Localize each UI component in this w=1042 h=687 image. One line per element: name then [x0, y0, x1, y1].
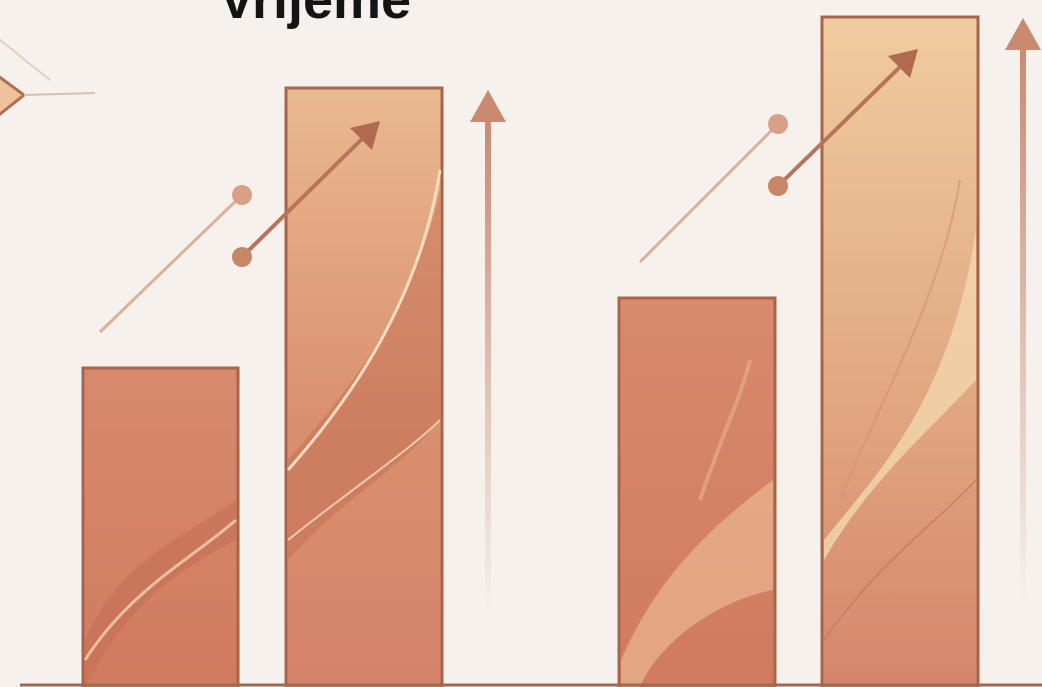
bar	[81, 366, 240, 687]
vertical-arrow	[1005, 18, 1041, 605]
vertical-arrow	[470, 90, 506, 615]
title: Vrijeme	[219, 0, 411, 30]
diamond-icon	[0, 39, 96, 116]
trend-arrow	[638, 49, 918, 264]
bar	[284, 86, 444, 687]
trend-arrow	[98, 121, 380, 334]
bar	[820, 15, 980, 687]
bar	[617, 296, 777, 687]
